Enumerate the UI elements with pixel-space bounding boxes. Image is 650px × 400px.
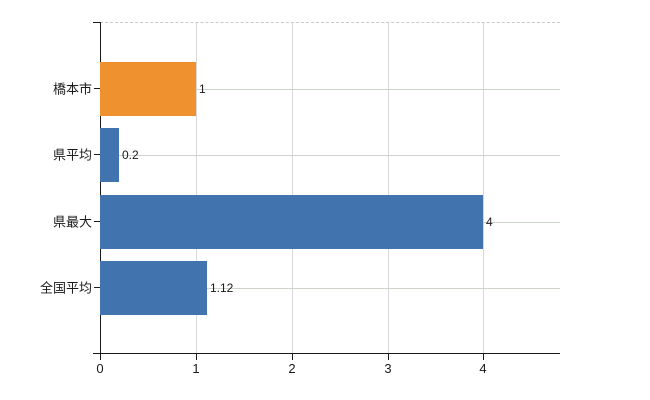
y-axis-line [100,22,101,354]
x-axis-tick-label: 0 [96,361,104,376]
x-axis-tick-label: 1 [192,361,200,376]
vertical-gridline [483,23,484,353]
x-axis-tick-label: 3 [384,361,392,376]
x-axis-line [93,353,560,354]
x-axis-tick [388,354,389,360]
vertical-gridline [292,23,293,353]
bar-value-label: 1 [199,82,206,96]
y-axis-label: 県平均 [52,147,92,163]
y-axis-tick [94,154,101,155]
bar-橋本市 [100,62,196,116]
y-axis-label: 全国平均 [39,280,92,296]
x-axis-tick [483,354,484,360]
x-axis-tick [292,354,293,360]
y-axis-tick [94,221,101,222]
bar-全国平均 [100,261,207,315]
horizontal-gridline [100,155,560,156]
horizontal-gridline [100,89,560,90]
y-axis-tick [94,88,101,89]
y-axis-top-tick [93,22,101,23]
y-axis-label: 橋本市 [52,81,92,97]
plot-area: 1 0.2 4 1.12 [100,22,560,353]
bar-value-label: 0.2 [122,148,139,162]
y-axis-label: 県最大 [52,214,92,230]
x-axis-tick-label: 2 [288,361,296,376]
vertical-gridline [388,23,389,353]
bar-value-label: 1.12 [210,281,234,295]
bar-県平均 [100,128,119,182]
bar-value-label: 4 [486,215,493,229]
horizontal-gridline [100,288,560,289]
x-axis-tick [196,354,197,360]
x-axis-tick [100,354,101,360]
bar-県最大 [100,195,483,249]
y-axis-tick [94,287,101,288]
x-axis-tick-label: 4 [479,361,487,376]
vertical-gridline [196,23,197,353]
